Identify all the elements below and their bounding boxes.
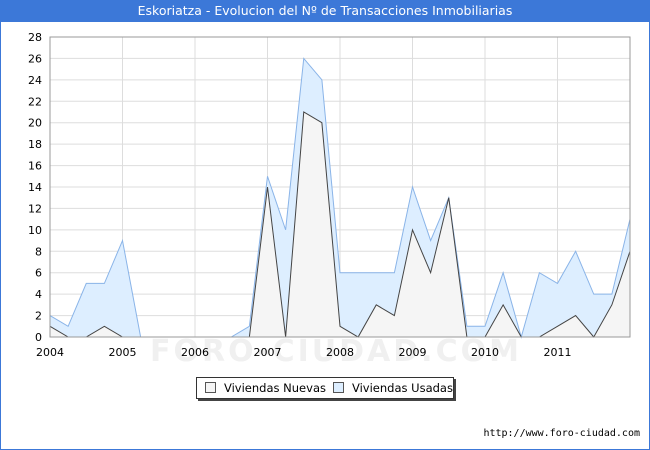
legend-item-nuevas: Viviendas Nuevas <box>205 381 326 395</box>
y-tick-label: 26 <box>28 52 42 65</box>
y-tick-label: 6 <box>35 267 42 280</box>
chart-title: Eskoriatza - Evolucion del Nº de Transac… <box>0 0 650 22</box>
source-credit: http://www.foro-ciudad.com <box>483 428 640 439</box>
legend-item-usadas: Viviendas Usadas <box>333 381 453 395</box>
y-tick-label: 16 <box>28 160 42 173</box>
legend-swatch-usadas <box>333 382 344 393</box>
y-tick-label: 2 <box>35 310 42 323</box>
series-area-usadas <box>50 58 630 338</box>
y-tick-label: 18 <box>28 138 42 151</box>
x-tick-label: 2011 <box>544 346 572 359</box>
y-tick-label: 20 <box>28 117 42 130</box>
y-tick-label: 12 <box>28 202 42 215</box>
x-tick-label: 2010 <box>471 346 499 359</box>
y-tick-label: 0 <box>35 331 42 344</box>
y-tick-label: 28 <box>28 31 42 44</box>
x-tick-label: 2007 <box>254 346 282 359</box>
x-tick-label: 2006 <box>181 346 209 359</box>
legend-label-nuevas: Viviendas Nuevas <box>224 381 326 395</box>
x-tick-label: 2008 <box>326 346 354 359</box>
watermark-text: FORO-CIUDAD.COM <box>150 334 522 369</box>
legend-swatch-nuevas <box>205 382 216 393</box>
y-tick-label: 14 <box>28 181 42 194</box>
chart-legend: Viviendas Nuevas Viviendas Usadas <box>196 377 454 399</box>
y-tick-label: 24 <box>28 74 42 87</box>
x-tick-label: 2009 <box>399 346 427 359</box>
plot-border <box>49 36 631 338</box>
y-tick-label: 8 <box>35 245 42 258</box>
y-tick-label: 4 <box>35 288 42 301</box>
x-tick-label: 2004 <box>36 346 64 359</box>
y-tick-label: 22 <box>28 95 42 108</box>
legend-label-usadas: Viviendas Usadas <box>352 381 453 395</box>
y-tick-label: 10 <box>28 224 42 237</box>
x-tick-label: 2005 <box>109 346 137 359</box>
